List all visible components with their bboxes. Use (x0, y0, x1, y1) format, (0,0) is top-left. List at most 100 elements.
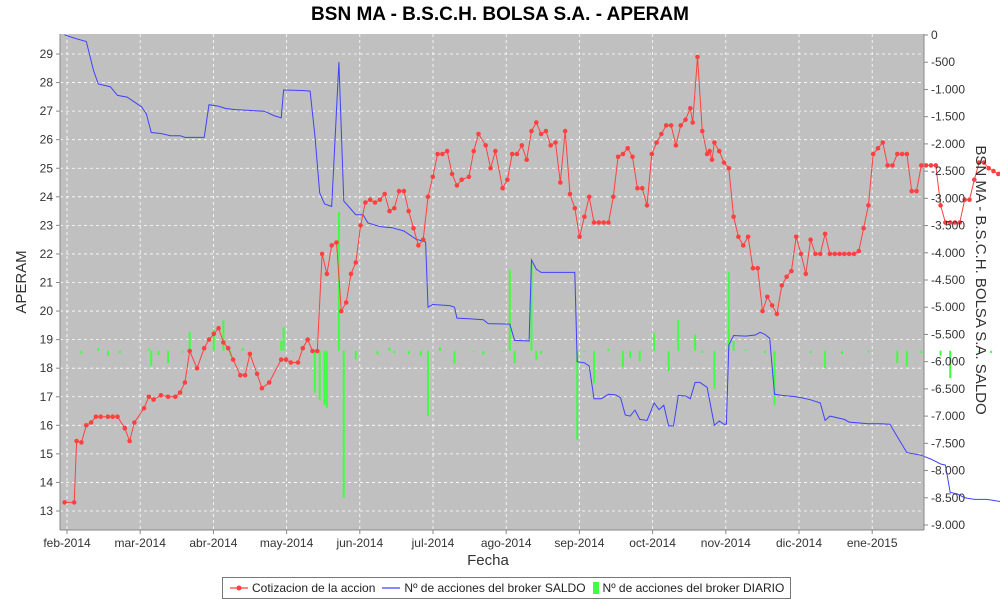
price-point (996, 171, 1000, 177)
price-point (716, 148, 722, 154)
diario-bar (621, 350, 624, 368)
price-point (514, 151, 520, 157)
price-point (238, 373, 243, 378)
diario-bar (629, 350, 632, 358)
diario-bar (727, 271, 730, 351)
price-point (406, 208, 412, 214)
y-tick-label: 17 (40, 390, 54, 404)
diario-bar (181, 350, 184, 353)
price-point (596, 220, 602, 225)
price-point (93, 414, 99, 420)
price-point (377, 197, 383, 202)
price-point (582, 214, 587, 220)
price-point (324, 271, 330, 277)
price-point (972, 177, 977, 182)
x-tick-label: abr-2014 (189, 536, 237, 550)
diario-bar (157, 350, 160, 356)
diario-bar (653, 333, 656, 351)
diario-bar (540, 350, 543, 355)
price-point (182, 380, 188, 385)
diario-bar (282, 327, 285, 351)
price-point (177, 390, 183, 395)
diario-bar (638, 350, 641, 362)
price-point (644, 203, 650, 208)
price-point (538, 131, 544, 137)
price-point (870, 151, 876, 157)
diario-bar (513, 350, 516, 364)
price-point (524, 157, 529, 162)
diario-bar (426, 350, 429, 417)
y2-tick-label: -2.000 (931, 137, 965, 151)
diario-bar (318, 350, 321, 401)
y-tick-label: 23 (40, 218, 54, 232)
price-point (601, 220, 606, 225)
y-tick-label: 22 (40, 247, 54, 261)
price-point (895, 151, 900, 157)
chart-title: BSN MA - B.S.C.H. BOLSA S.A. - APERAM (311, 4, 689, 25)
price-point (822, 231, 828, 237)
price-point (348, 271, 354, 277)
price-point (736, 234, 741, 240)
price-point (558, 180, 563, 185)
price-point (620, 151, 626, 157)
diario-bar (325, 350, 328, 408)
price-point (254, 371, 260, 377)
price-point (668, 123, 674, 128)
price-point (505, 177, 510, 182)
y2-tick-label: -1.500 (931, 110, 965, 124)
price-point (649, 151, 655, 157)
diario-bar (732, 340, 735, 351)
price-point (856, 248, 862, 254)
price-point (288, 360, 294, 365)
diario-bar (583, 350, 586, 352)
plot-area (60, 34, 924, 530)
price-point (793, 234, 799, 240)
price-point (991, 168, 996, 174)
price-point (803, 271, 809, 277)
diario-bar (990, 350, 993, 353)
legend: Cotizacion de la accion Nº de acciones d… (222, 577, 792, 599)
y2-tick-label: -7.000 (931, 409, 965, 423)
price-point (363, 200, 368, 205)
x-tick-label: dic-2014 (776, 536, 822, 550)
price-point (74, 438, 79, 444)
diario-bar (905, 350, 908, 367)
diario-bar (508, 269, 511, 351)
price-point (740, 243, 746, 248)
diario-bar (949, 350, 952, 378)
price-point (329, 243, 335, 248)
y2-tick-label: -1.000 (931, 82, 965, 96)
y2-tick-label: -500 (931, 55, 955, 69)
price-point (488, 166, 493, 171)
price-point (846, 251, 852, 257)
price-point (353, 260, 359, 265)
diario-bar (713, 350, 716, 389)
diario-bars (80, 211, 993, 498)
price-point (187, 348, 192, 354)
price-point (206, 337, 212, 342)
diario-bar (419, 350, 422, 357)
price-point (466, 174, 472, 180)
price-point (707, 148, 712, 154)
price-point (416, 243, 421, 248)
price-point (543, 128, 549, 134)
price-point (967, 197, 972, 202)
price-point (115, 414, 120, 420)
price-point (709, 157, 715, 162)
price-point (247, 351, 253, 357)
price-point (842, 251, 847, 257)
price-point (339, 308, 344, 314)
diario-bar (809, 350, 812, 353)
price-point (151, 397, 156, 402)
price-point (71, 500, 77, 505)
y2-tick-label: -5.000 (931, 300, 965, 314)
price-point (295, 360, 301, 365)
price-point (459, 177, 465, 182)
price-point (577, 234, 582, 240)
price-point (343, 300, 349, 305)
y-tick-label: 29 (40, 47, 54, 61)
price-point (98, 414, 103, 420)
legend-item-diario: Nº de acciones del broker DIARIO (592, 581, 784, 595)
price-point (225, 345, 231, 351)
price-point (483, 143, 489, 148)
